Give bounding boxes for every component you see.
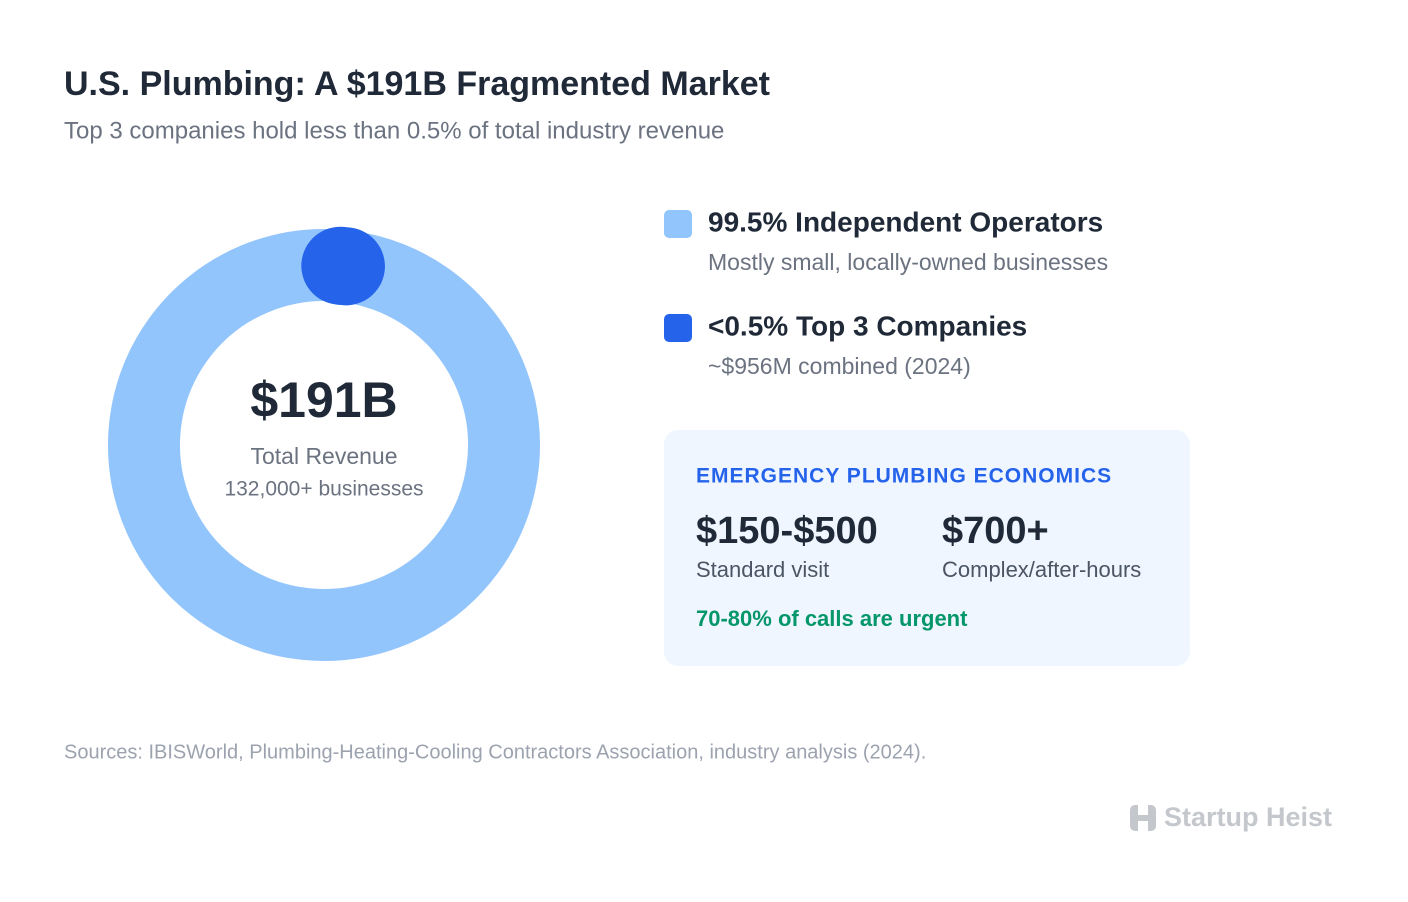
legend: 99.5% Independent Operators Mostly small,… [664, 206, 1108, 379]
brand-name: Startup Heist [1164, 802, 1332, 832]
donut-chart [108, 226, 540, 661]
legend-swatch [664, 314, 692, 342]
brand-logo [1130, 805, 1156, 831]
legend-label: 99.5% Independent Operators [708, 206, 1103, 237]
panel-label: Standard visit [696, 557, 829, 582]
donut-segment [108, 229, 540, 661]
center-label: Total Revenue [250, 443, 397, 469]
legend-description: Mostly small, locally-owned businesses [708, 249, 1108, 275]
panel-title: EMERGENCY PLUMBING ECONOMICS [696, 465, 1112, 488]
chart-title: U.S. Plumbing: A $191B Fragmented Market [64, 65, 770, 103]
sources: Sources: IBISWorld, Plumbing-Heating-Coo… [64, 741, 926, 763]
legend-description: ~$956M combined (2024) [708, 353, 971, 379]
center-value: $191B [250, 372, 397, 428]
legend-swatch [664, 210, 692, 238]
brand-icon-cut [1138, 805, 1148, 815]
brand-icon [1130, 805, 1156, 831]
chart-subtitle: Top 3 companies hold less than 0.5% of t… [64, 117, 724, 144]
brand-icon-cut [1138, 821, 1148, 831]
panel [664, 430, 1190, 666]
donut-segment [301, 226, 385, 306]
center-sublabel: 132,000+ businesses [224, 478, 423, 501]
legend-label: <0.5% Top 3 Companies [708, 310, 1027, 341]
panel-label: Complex/after-hours [942, 557, 1141, 582]
panel-value: $700+ [942, 510, 1049, 552]
panel-note: 70-80% of calls are urgent [696, 606, 968, 631]
panel-value: $150-$500 [696, 510, 878, 552]
